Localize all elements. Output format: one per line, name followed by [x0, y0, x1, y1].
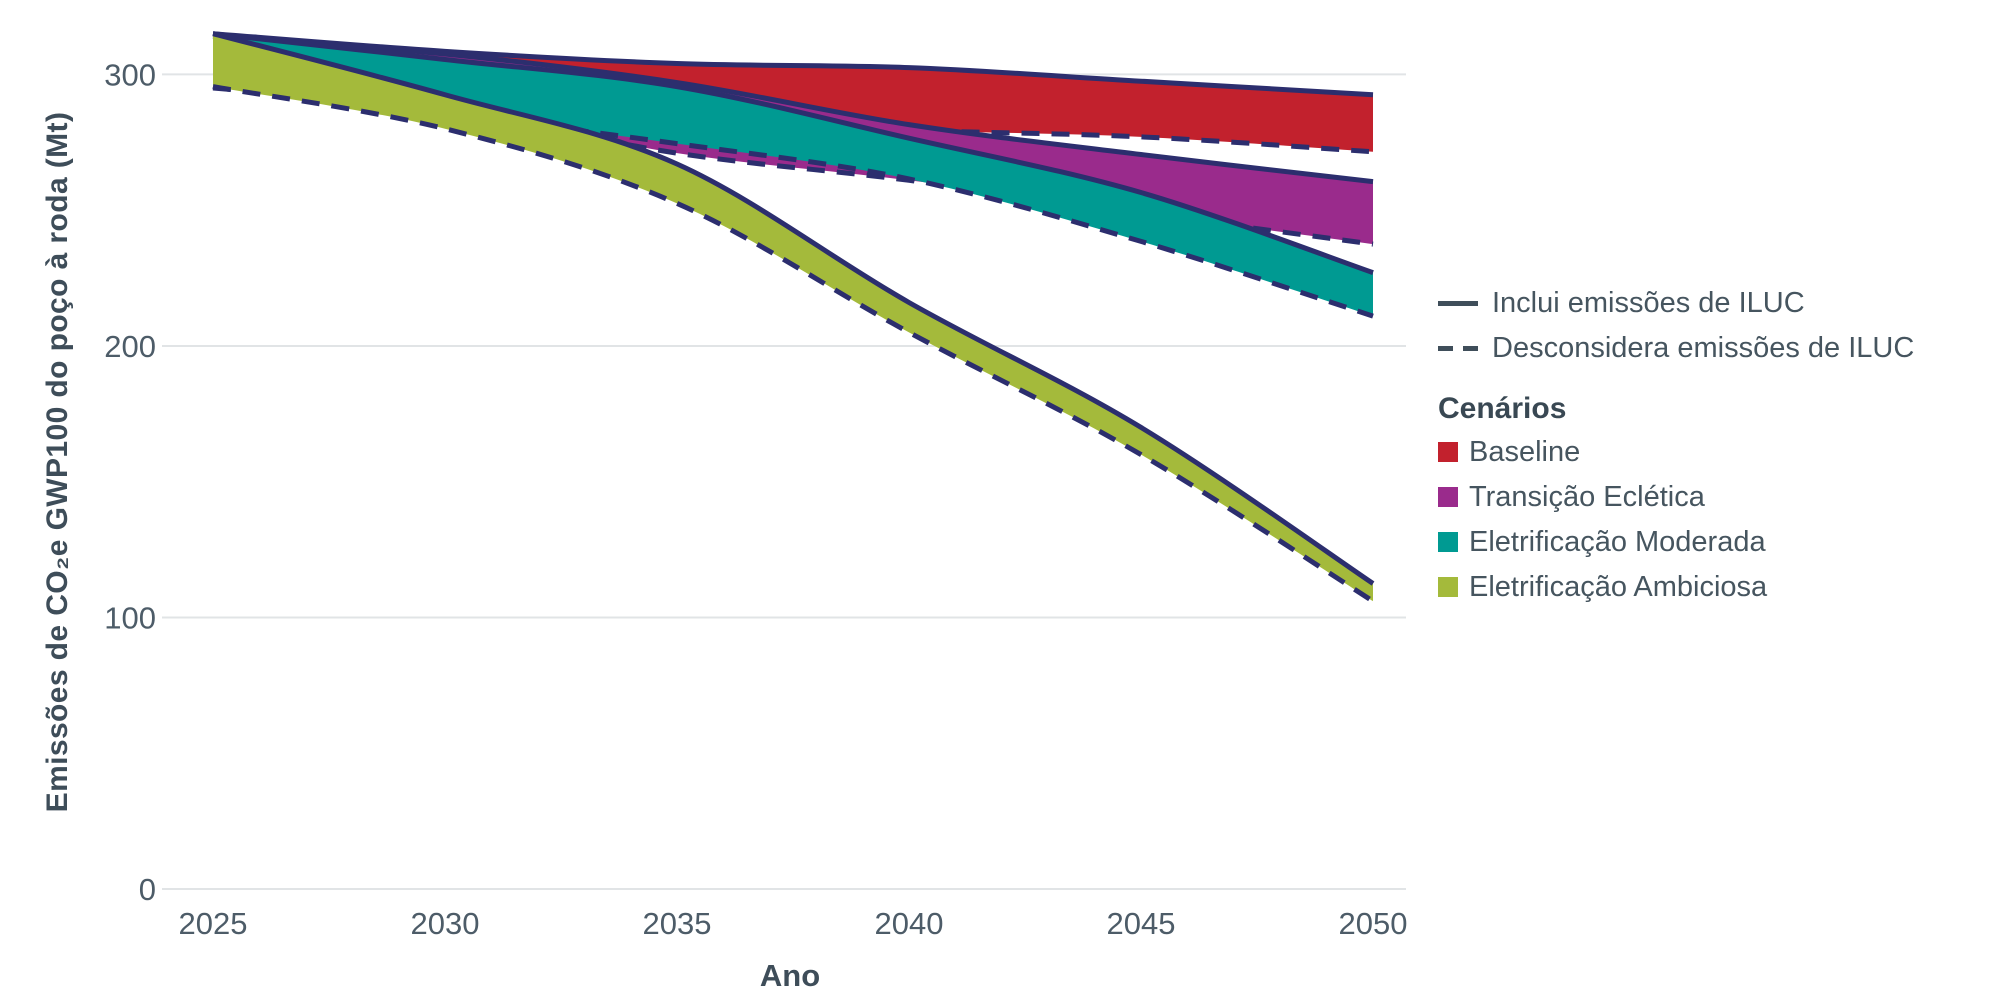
scenario-legend-rows: Baseline Transição Eclética Eletrificação …: [1438, 435, 1914, 604]
line-with-iluc-3: [212, 31, 1375, 586]
band-scenario-3: [213, 33, 1373, 602]
line-with-iluc-2: [212, 31, 1374, 275]
x-tick-label: 2030: [411, 906, 480, 941]
legend: Inclui emissões de ILUC Desconsidera emi…: [1438, 286, 1914, 615]
x-tick-label: 2050: [1339, 906, 1408, 941]
legend-swatch-scenario-0: [1438, 442, 1458, 462]
y-tick-label: 200: [104, 329, 156, 364]
legend-row-dashed: Desconsidera emissões de ILUC: [1438, 331, 1914, 365]
legend-swatch-scenario-1: [1438, 487, 1458, 507]
legend-row-scenario-0: Baseline: [1438, 435, 1914, 469]
legend-label-scenario-0: Baseline: [1469, 436, 1581, 468]
x-tick-label: 2045: [1107, 906, 1176, 941]
legend-swatch-scenario-3: [1438, 577, 1458, 597]
dashed-line-swatch: [1438, 345, 1478, 351]
legend-label-scenario-2: Eletrificação Moderada: [1469, 526, 1766, 558]
y-tick-label: 100: [104, 600, 156, 635]
legend-label-solid: Inclui emissões de ILUC: [1492, 287, 1805, 319]
y-axis-title: Emissões de CO₂e GWP100 do poço à roda (…: [41, 111, 74, 813]
scenarios-title: Cenários: [1438, 392, 1567, 425]
band-scenario-2: [213, 33, 1373, 317]
legend-label-dashed: Desconsidera emissões de ILUC: [1492, 332, 1915, 364]
x-axis-title: Ano: [759, 958, 821, 993]
line-with-iluc-1: [212, 33, 1374, 185]
solid-line-swatch: [1438, 300, 1478, 306]
x-tick-label: 2035: [643, 906, 712, 941]
legend-swatch-scenario-2: [1438, 532, 1458, 552]
legend-row-solid: Inclui emissões de ILUC: [1438, 286, 1914, 320]
y-tick-label: 300: [104, 57, 156, 92]
x-tick-label: 2025: [179, 906, 248, 941]
x-tick-label: 2040: [875, 906, 944, 941]
y-tick-label: 0: [139, 872, 156, 907]
legend-label-scenario-3: Eletrificação Ambiciosa: [1469, 571, 1768, 603]
legend-row-scenario-2: Eletrificação Moderada: [1438, 525, 1914, 559]
legend-label-scenario-1: Transição Eclética: [1469, 481, 1705, 513]
legend-row-scenario-3: Eletrificação Ambiciosa: [1438, 570, 1914, 604]
legend-row-scenario-1: Transição Eclética: [1438, 480, 1914, 514]
line-without-iluc-3: [212, 84, 1375, 604]
line-without-iluc-2: [212, 84, 1374, 319]
